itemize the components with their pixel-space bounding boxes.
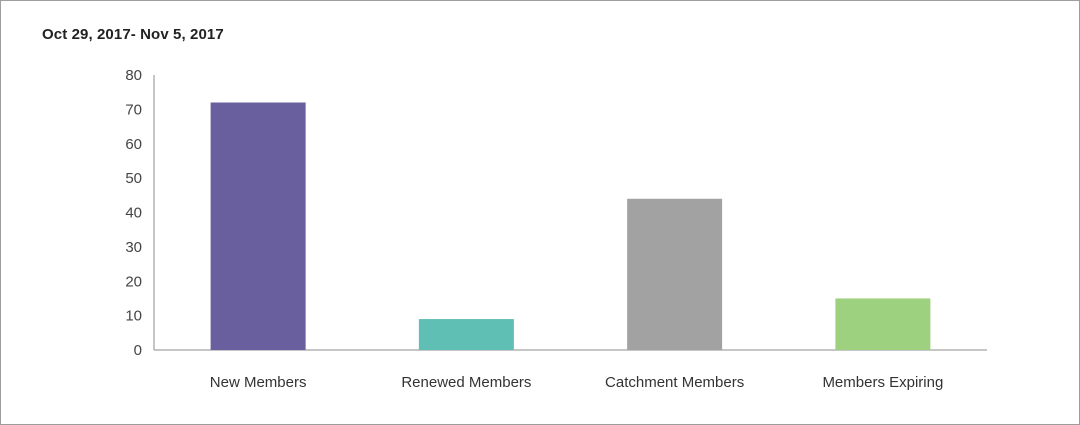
x-tick-label: Members Expiring (822, 374, 943, 391)
y-axis: 0 10 20 30 40 50 60 70 80 (125, 67, 155, 359)
bar-new-members (210, 102, 306, 350)
bars (210, 102, 931, 350)
x-tick-label: Renewed Members (401, 374, 531, 391)
y-tick-label: 0 (134, 342, 142, 359)
y-tick-label: 50 (125, 170, 142, 187)
bar-members-expiring (835, 298, 931, 350)
y-tick-label: 80 (125, 67, 142, 84)
bar-renewed-members (418, 319, 514, 350)
y-tick-label: 30 (125, 239, 142, 256)
x-tick-label: Catchment Members (605, 374, 744, 391)
y-tick-label: 10 (125, 308, 142, 325)
chart-title: Oct 29, 2017- Nov 5, 2017 (42, 26, 224, 43)
y-tick-label: 20 (125, 273, 142, 290)
x-tick-label: New Members (210, 374, 307, 391)
y-tick-label: 70 (125, 101, 142, 118)
y-tick-label: 40 (125, 205, 142, 222)
y-tick-label: 60 (125, 136, 142, 153)
bar-catchment-members (627, 198, 723, 350)
category-labels: New Members Renewed Members Catchment Memb… (210, 374, 944, 391)
